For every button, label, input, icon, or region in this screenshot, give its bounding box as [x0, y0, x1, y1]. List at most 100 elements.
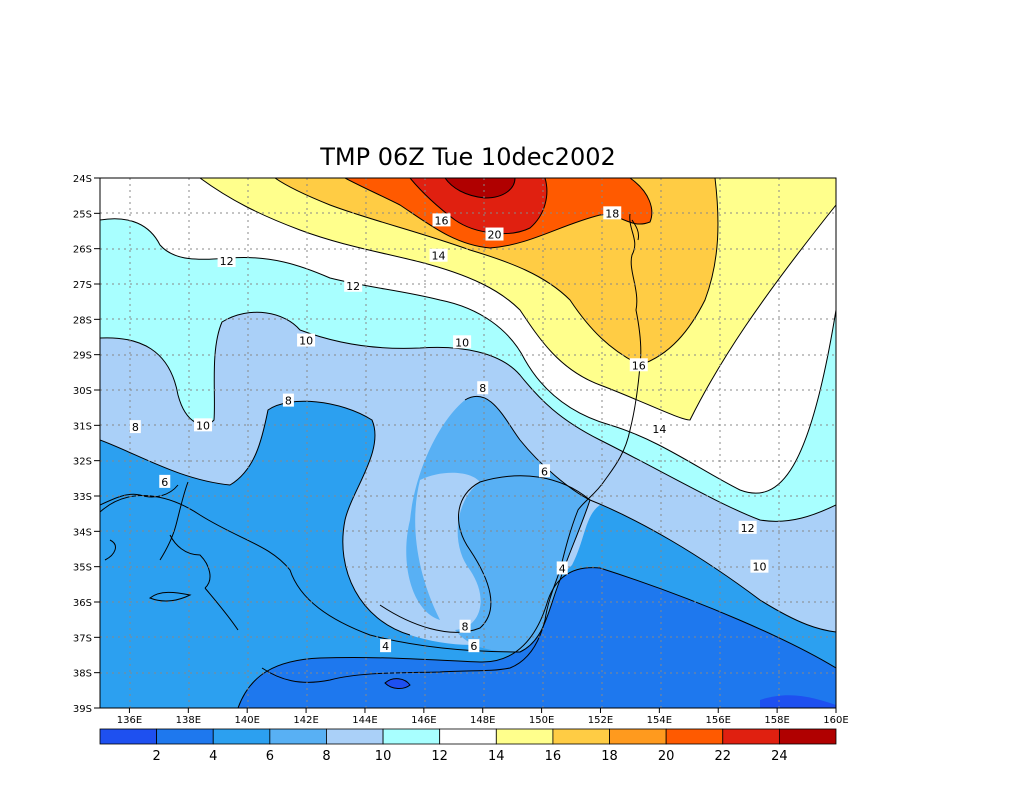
colorbar-swatch: [156, 728, 214, 745]
lat-tick-label: 29S: [73, 351, 92, 362]
contour-label-bg: [629, 358, 648, 372]
contour-label-bg: [453, 335, 472, 349]
colorbar-label: 18: [601, 749, 618, 764]
lat-tick-label: 28S: [73, 315, 92, 326]
lon-tick-label: 150E: [529, 715, 554, 726]
lon-tick-label: 152E: [588, 715, 613, 726]
contour-label-bg: [477, 381, 489, 395]
colorbar-swatch: [778, 728, 837, 745]
colorbar-label: 20: [658, 749, 675, 764]
lat-tick-label: 30S: [73, 386, 92, 397]
colorbar-label: 22: [714, 749, 731, 764]
lat-tick-label: 31S: [73, 421, 92, 432]
band-22-24: [445, 178, 515, 198]
contour-label-bg: [344, 278, 363, 292]
band-12-14: [100, 178, 836, 494]
colorbar-swatch: [212, 728, 271, 745]
colorbar-label: 14: [488, 749, 505, 764]
colorbar-swatch: [439, 728, 497, 745]
contour-label-bg: [468, 639, 480, 653]
contour-label: 18: [605, 207, 619, 220]
contour-label-bg: [603, 206, 622, 220]
contour-label: 16: [632, 359, 646, 372]
contour-label: 8: [285, 395, 292, 408]
contour-label: 6: [541, 465, 548, 478]
contour-label: 10: [455, 336, 469, 349]
latitude-axis: 24S 25S 26S 27S 28S 29S 30S 31S 32S 33S 34S 35S 36S 3…: [73, 174, 100, 715]
contour-label: 10: [752, 561, 766, 574]
lat-tick-label: 39S: [73, 704, 92, 715]
contour-label-bg: [750, 559, 769, 573]
colorbar-swatch: [99, 728, 158, 745]
colorbar-swatch: [552, 728, 610, 745]
colorbar-label: 6: [266, 749, 274, 764]
contour-label-bg: [194, 418, 213, 432]
lon-tick-label: 158E: [764, 715, 789, 726]
colorbar-label: 10: [375, 749, 392, 764]
map-title: TMP 06Z Tue 10dec2002: [319, 143, 616, 171]
lat-tick-label: 34S: [73, 527, 92, 538]
contour-label: 10: [299, 335, 313, 348]
colorbar-swatch: [495, 728, 554, 745]
lon-tick-label: 136E: [117, 715, 142, 726]
lon-tick-label: 138E: [176, 715, 201, 726]
lon-tick-label: 146E: [411, 715, 436, 726]
lat-tick-label: 35S: [73, 563, 92, 574]
contour-label: 6: [161, 476, 168, 489]
lon-tick-label: 144E: [352, 715, 377, 726]
contour-label-bg: [485, 227, 504, 241]
lon-tick-label: 160E: [823, 715, 848, 726]
contour-label-bg: [556, 561, 568, 575]
colorbar-label: 2: [152, 749, 160, 764]
contour-label-bg: [432, 213, 451, 227]
contour-label: 6: [470, 640, 477, 653]
contour-label-bg: [297, 333, 316, 347]
colorbar-label: 4: [209, 749, 217, 764]
band-16-18: [275, 178, 718, 365]
contour-label: 14: [652, 423, 666, 436]
contour-label-bg: [539, 464, 551, 478]
band-0-2: [760, 695, 836, 708]
colorbar-swatch: [665, 728, 724, 745]
lat-tick-label: 25S: [73, 209, 92, 220]
map-frame: [99, 177, 837, 709]
lon-tick-label: 140E: [234, 715, 259, 726]
lat-tick-label: 37S: [73, 633, 92, 644]
colorbar-swatch: [326, 728, 384, 745]
colorbar-swatch: [269, 728, 327, 745]
contour-label-bg: [129, 420, 141, 434]
contour-label: 4: [559, 562, 566, 575]
colorbar-swatch: [722, 728, 780, 745]
band-10-12: [100, 218, 836, 522]
lat-tick-label: 26S: [73, 245, 92, 256]
contour-label: 14: [432, 250, 446, 263]
contour-label-bg: [429, 248, 448, 262]
contour-label: 8: [132, 421, 139, 434]
contour-label-bg: [380, 639, 392, 653]
colorbar-label: 16: [545, 749, 562, 764]
contour-label: 12: [220, 255, 234, 268]
contour-label: 4: [382, 640, 389, 653]
contour-label-bg: [650, 421, 669, 435]
band-4-6-fill-west: [100, 502, 540, 708]
contour-label: 12: [346, 280, 360, 293]
lat-tick-label: 32S: [73, 457, 92, 468]
colorbar: 2 4 6 8 10 12 14 16 18 20 22 24: [99, 728, 837, 764]
colorbar-swatch: [382, 728, 441, 745]
contour-label-bg: [159, 474, 171, 488]
lon-tick-label: 148E: [470, 715, 495, 726]
band-6-8-east: [406, 396, 590, 652]
lat-tick-label: 36S: [73, 598, 92, 609]
lat-tick-label: 38S: [73, 669, 92, 680]
contour-label: 12: [741, 522, 755, 535]
lat-tick-label: 27S: [73, 280, 92, 291]
contour-label: 16: [435, 214, 449, 227]
band-20-22: [410, 178, 547, 234]
contour-label: 8: [479, 382, 486, 395]
colorbar-swatch: [609, 728, 667, 745]
colorbar-label: 12: [431, 749, 448, 764]
colorbar-label: 24: [771, 749, 788, 764]
contour-label-bg: [282, 393, 294, 407]
